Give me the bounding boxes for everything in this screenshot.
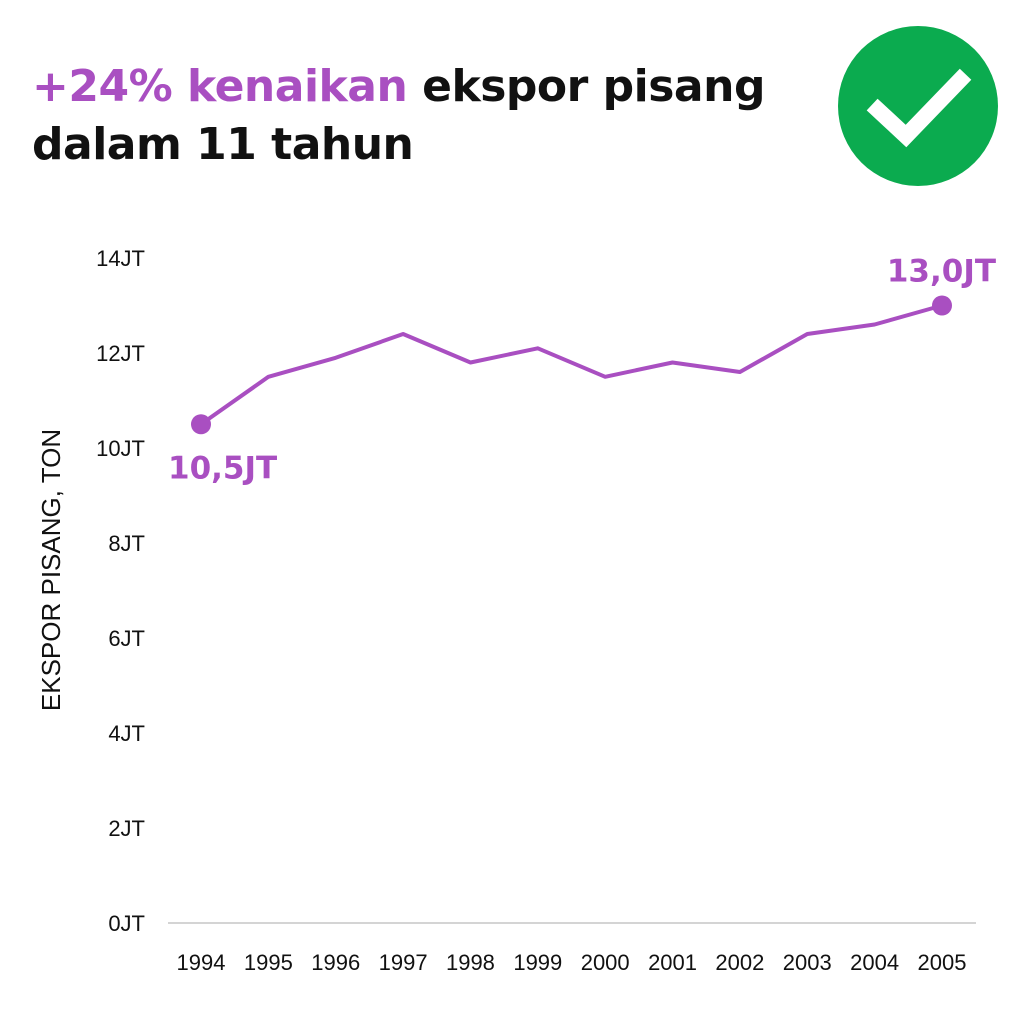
y-tick-label: 14JT: [96, 246, 145, 271]
check-mark: [866, 68, 972, 148]
x-tick-label: 2003: [783, 950, 832, 975]
x-tick-label: 2004: [850, 950, 899, 975]
x-tick-label: 1998: [446, 950, 495, 975]
data-labels: 10,5JT 13,0JT: [168, 254, 996, 487]
x-tick-label: 1997: [379, 950, 428, 975]
x-tick-label: 1995: [244, 950, 293, 975]
data-point-marker: [932, 295, 952, 316]
y-axis-ticks: 0JT 2JT 4JT 6JT 8JT 10JT 12JT 14JT: [96, 246, 145, 936]
x-tick-label: 1996: [311, 950, 360, 975]
y-tick-label: 0JT: [108, 911, 145, 936]
x-tick-label: 2001: [648, 950, 697, 975]
title-rest: ekspor pisang dalam 11 tahun: [32, 61, 765, 170]
data-label: 10,5JT: [168, 450, 277, 486]
x-axis-ticks: 1994 1995 1996 1997 1998 1999 2000 2001 2002 2003…: [177, 950, 967, 975]
x-tick-label: 2002: [715, 950, 764, 975]
data-label: 13,0JT: [887, 254, 996, 290]
y-tick-label: 12JT: [96, 341, 145, 366]
y-tick-label: 8JT: [108, 531, 145, 556]
y-tick-label: 4JT: [108, 721, 145, 746]
y-tick-label: 6JT: [108, 626, 145, 651]
checkmark-icon: [838, 26, 998, 186]
series-line: [199, 303, 944, 427]
series-group: [199, 303, 944, 427]
badge-circle: [838, 26, 998, 186]
data-point-marker: [191, 414, 211, 435]
x-tick-label: 1999: [513, 950, 562, 975]
x-tick-label: 2000: [581, 950, 630, 975]
x-tick-label: 1994: [177, 950, 226, 975]
y-tick-label: 10JT: [96, 436, 145, 461]
y-tick-label: 2JT: [108, 816, 145, 841]
y-axis-title: EKSPOR PISANG, TON: [36, 429, 66, 711]
x-tick-label: 2005: [918, 950, 967, 975]
chart-title: +24% kenaikan ekspor pisang dalam 11 tah…: [32, 58, 812, 174]
title-highlight: +24% kenaikan: [32, 61, 408, 112]
